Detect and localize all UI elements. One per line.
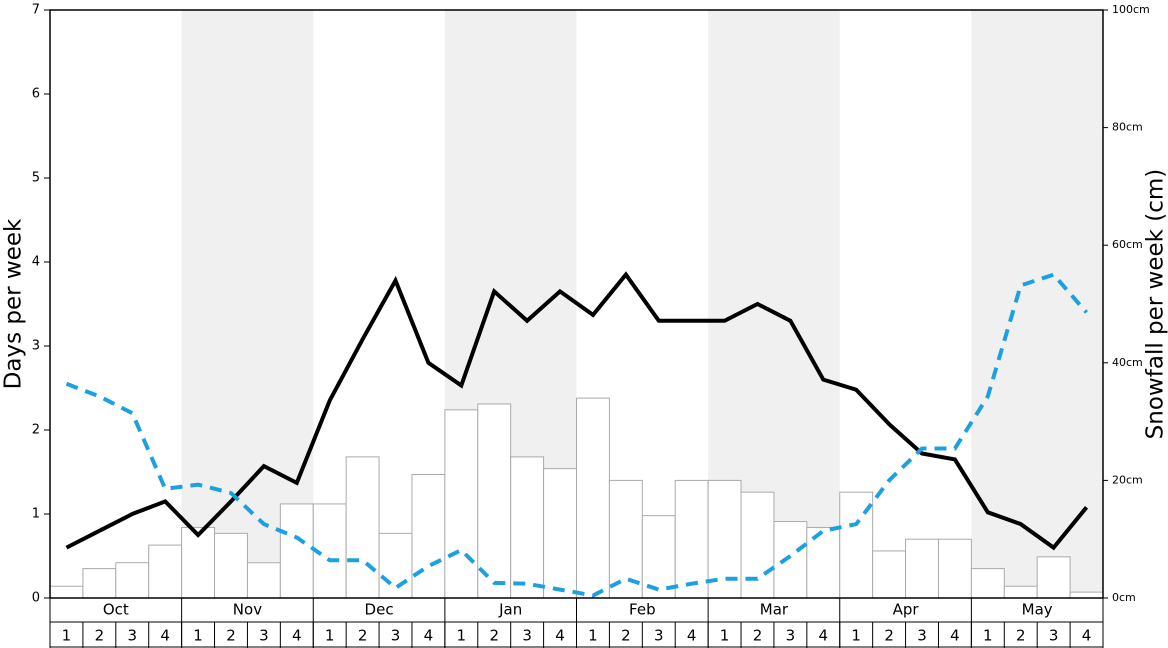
month-label: Apr xyxy=(893,601,920,619)
y-tick-label: 5 xyxy=(32,171,40,186)
bar xyxy=(82,568,117,599)
x-tick-label: 1 xyxy=(325,627,335,645)
x-tick-label: 1 xyxy=(193,627,203,645)
x-tick-label: 4 xyxy=(1082,627,1092,645)
x-tick-label: 1 xyxy=(62,627,72,645)
bar xyxy=(214,532,248,599)
x-tick-label: 1 xyxy=(983,627,993,645)
bar xyxy=(444,409,479,599)
y2-axis-title: Snowfall per week (cm) xyxy=(1143,169,1168,440)
bar xyxy=(378,532,413,599)
bar xyxy=(510,456,545,599)
x-tick-label: 4 xyxy=(555,627,565,645)
x-tick-label: 4 xyxy=(950,627,960,645)
y2-tick-label: 0cm xyxy=(1112,591,1136,604)
bar xyxy=(872,550,907,599)
x-tick-label: 2 xyxy=(753,627,763,645)
x-tick-label: 2 xyxy=(358,627,368,645)
x-tick-label: 3 xyxy=(917,627,927,645)
x-tick-label: 3 xyxy=(391,627,401,645)
bar xyxy=(970,568,1005,599)
bar xyxy=(773,521,808,599)
x-tick-label: 2 xyxy=(884,627,894,645)
month-label: Mar xyxy=(760,601,789,619)
y-tick-label: 4 xyxy=(32,255,40,270)
month-label: Oct xyxy=(103,601,129,619)
month-shade xyxy=(181,10,314,598)
bar xyxy=(576,397,610,599)
bar xyxy=(1003,585,1038,599)
x-tick-label: 4 xyxy=(687,627,697,645)
month-label: Nov xyxy=(233,601,262,619)
bar xyxy=(905,538,939,599)
x-tick-label: 2 xyxy=(621,627,631,645)
x-tick-label: 4 xyxy=(292,627,302,645)
bar xyxy=(1036,556,1071,599)
x-tick-label: 1 xyxy=(457,627,467,645)
bar xyxy=(49,585,84,599)
x-tick-label: 1 xyxy=(851,627,861,645)
month-shade xyxy=(971,10,1103,598)
y2-tick-label: 60cm xyxy=(1112,238,1143,251)
y2-tick-label: 40cm xyxy=(1112,356,1143,369)
y2-tick-label: 100cm xyxy=(1112,3,1150,16)
x-tick-label: 2 xyxy=(95,627,105,645)
bar xyxy=(608,479,643,599)
bar xyxy=(937,538,972,599)
x-tick-label: 4 xyxy=(160,627,170,645)
line-series xyxy=(65,272,1089,598)
x-tick-label: 3 xyxy=(1049,627,1059,645)
x-tick-label: 3 xyxy=(259,627,269,645)
month-label: Dec xyxy=(365,601,394,619)
x-tick-label: 4 xyxy=(819,627,829,645)
x-tick-label: 2 xyxy=(1016,627,1026,645)
x-tick-label: 3 xyxy=(522,627,532,645)
y-axis-title: Days per week xyxy=(1,218,27,389)
bar xyxy=(740,491,775,599)
x-tick-label: 2 xyxy=(226,627,236,645)
bar xyxy=(115,562,150,599)
x-tick-label: 4 xyxy=(424,627,434,645)
x-tick-label: 3 xyxy=(786,627,796,645)
y-tick-label: 0 xyxy=(32,591,40,606)
bar xyxy=(246,562,281,599)
y-tick-label: 1 xyxy=(32,507,40,522)
x-tick-label: 2 xyxy=(489,627,499,645)
bar xyxy=(279,503,314,599)
bar xyxy=(148,544,183,599)
y-tick-label: 6 xyxy=(32,87,40,102)
bar xyxy=(411,474,446,599)
bar xyxy=(477,403,512,599)
month-label: Feb xyxy=(629,601,656,619)
bar xyxy=(1069,591,1104,599)
y-tick-label: 3 xyxy=(32,339,40,354)
bar xyxy=(345,456,380,599)
x-tick-label: 3 xyxy=(654,627,664,645)
bar xyxy=(181,526,216,599)
y2-tick-label: 80cm xyxy=(1112,121,1143,134)
month-label: Jan xyxy=(498,601,522,619)
bar xyxy=(543,468,577,599)
x-tick-label: 3 xyxy=(127,627,137,645)
x-tick-label: 1 xyxy=(588,627,598,645)
y-tick-label: 2 xyxy=(32,423,40,438)
y-tick-label: 7 xyxy=(32,3,40,18)
month-label: May xyxy=(1022,601,1053,619)
x-tick-label: 1 xyxy=(720,627,730,645)
bar xyxy=(674,479,709,599)
bar xyxy=(806,526,841,599)
y2-tick-label: 20cm xyxy=(1112,473,1143,486)
